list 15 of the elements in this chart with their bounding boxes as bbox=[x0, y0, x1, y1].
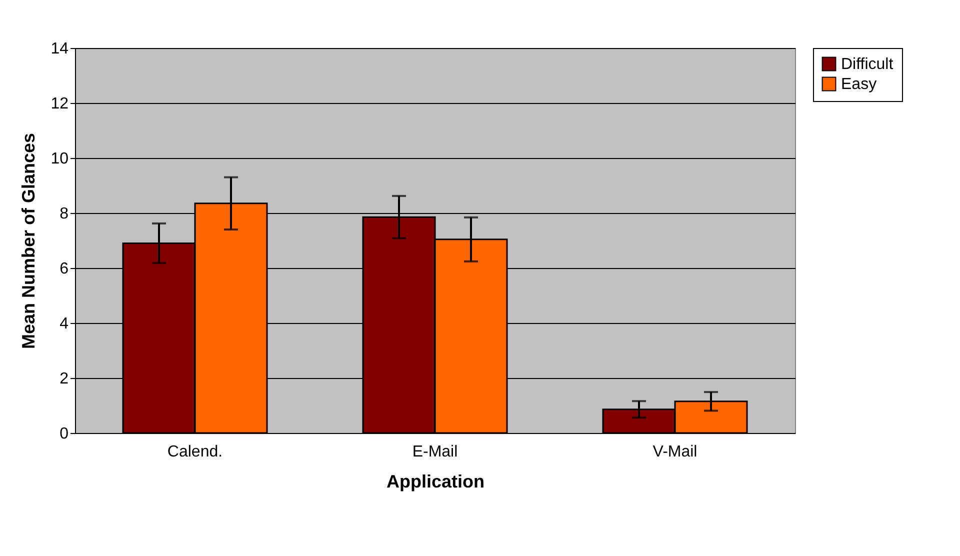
y-tick-label: 6 bbox=[60, 260, 69, 278]
y-tick-label: 2 bbox=[60, 370, 69, 388]
x-tick-label: E-Mail bbox=[412, 444, 458, 460]
y-tick-label: 12 bbox=[50, 96, 69, 112]
y-tick-label: 4 bbox=[60, 316, 69, 332]
x-axis-title: Application bbox=[386, 472, 484, 492]
y-tick-label: 14 bbox=[50, 40, 69, 58]
y-tick-label: 8 bbox=[60, 206, 69, 222]
y-tick-label: 0 bbox=[60, 426, 69, 442]
x-tick-label: V-Mail bbox=[652, 444, 698, 460]
y-tick-label: 10 bbox=[50, 150, 69, 168]
legend-label: Easy bbox=[841, 76, 877, 93]
x-tick-label: Calend. bbox=[167, 444, 223, 460]
legend-label: Difficult bbox=[841, 56, 894, 73]
y-axis-title: Mean Number of Glances bbox=[18, 132, 39, 350]
